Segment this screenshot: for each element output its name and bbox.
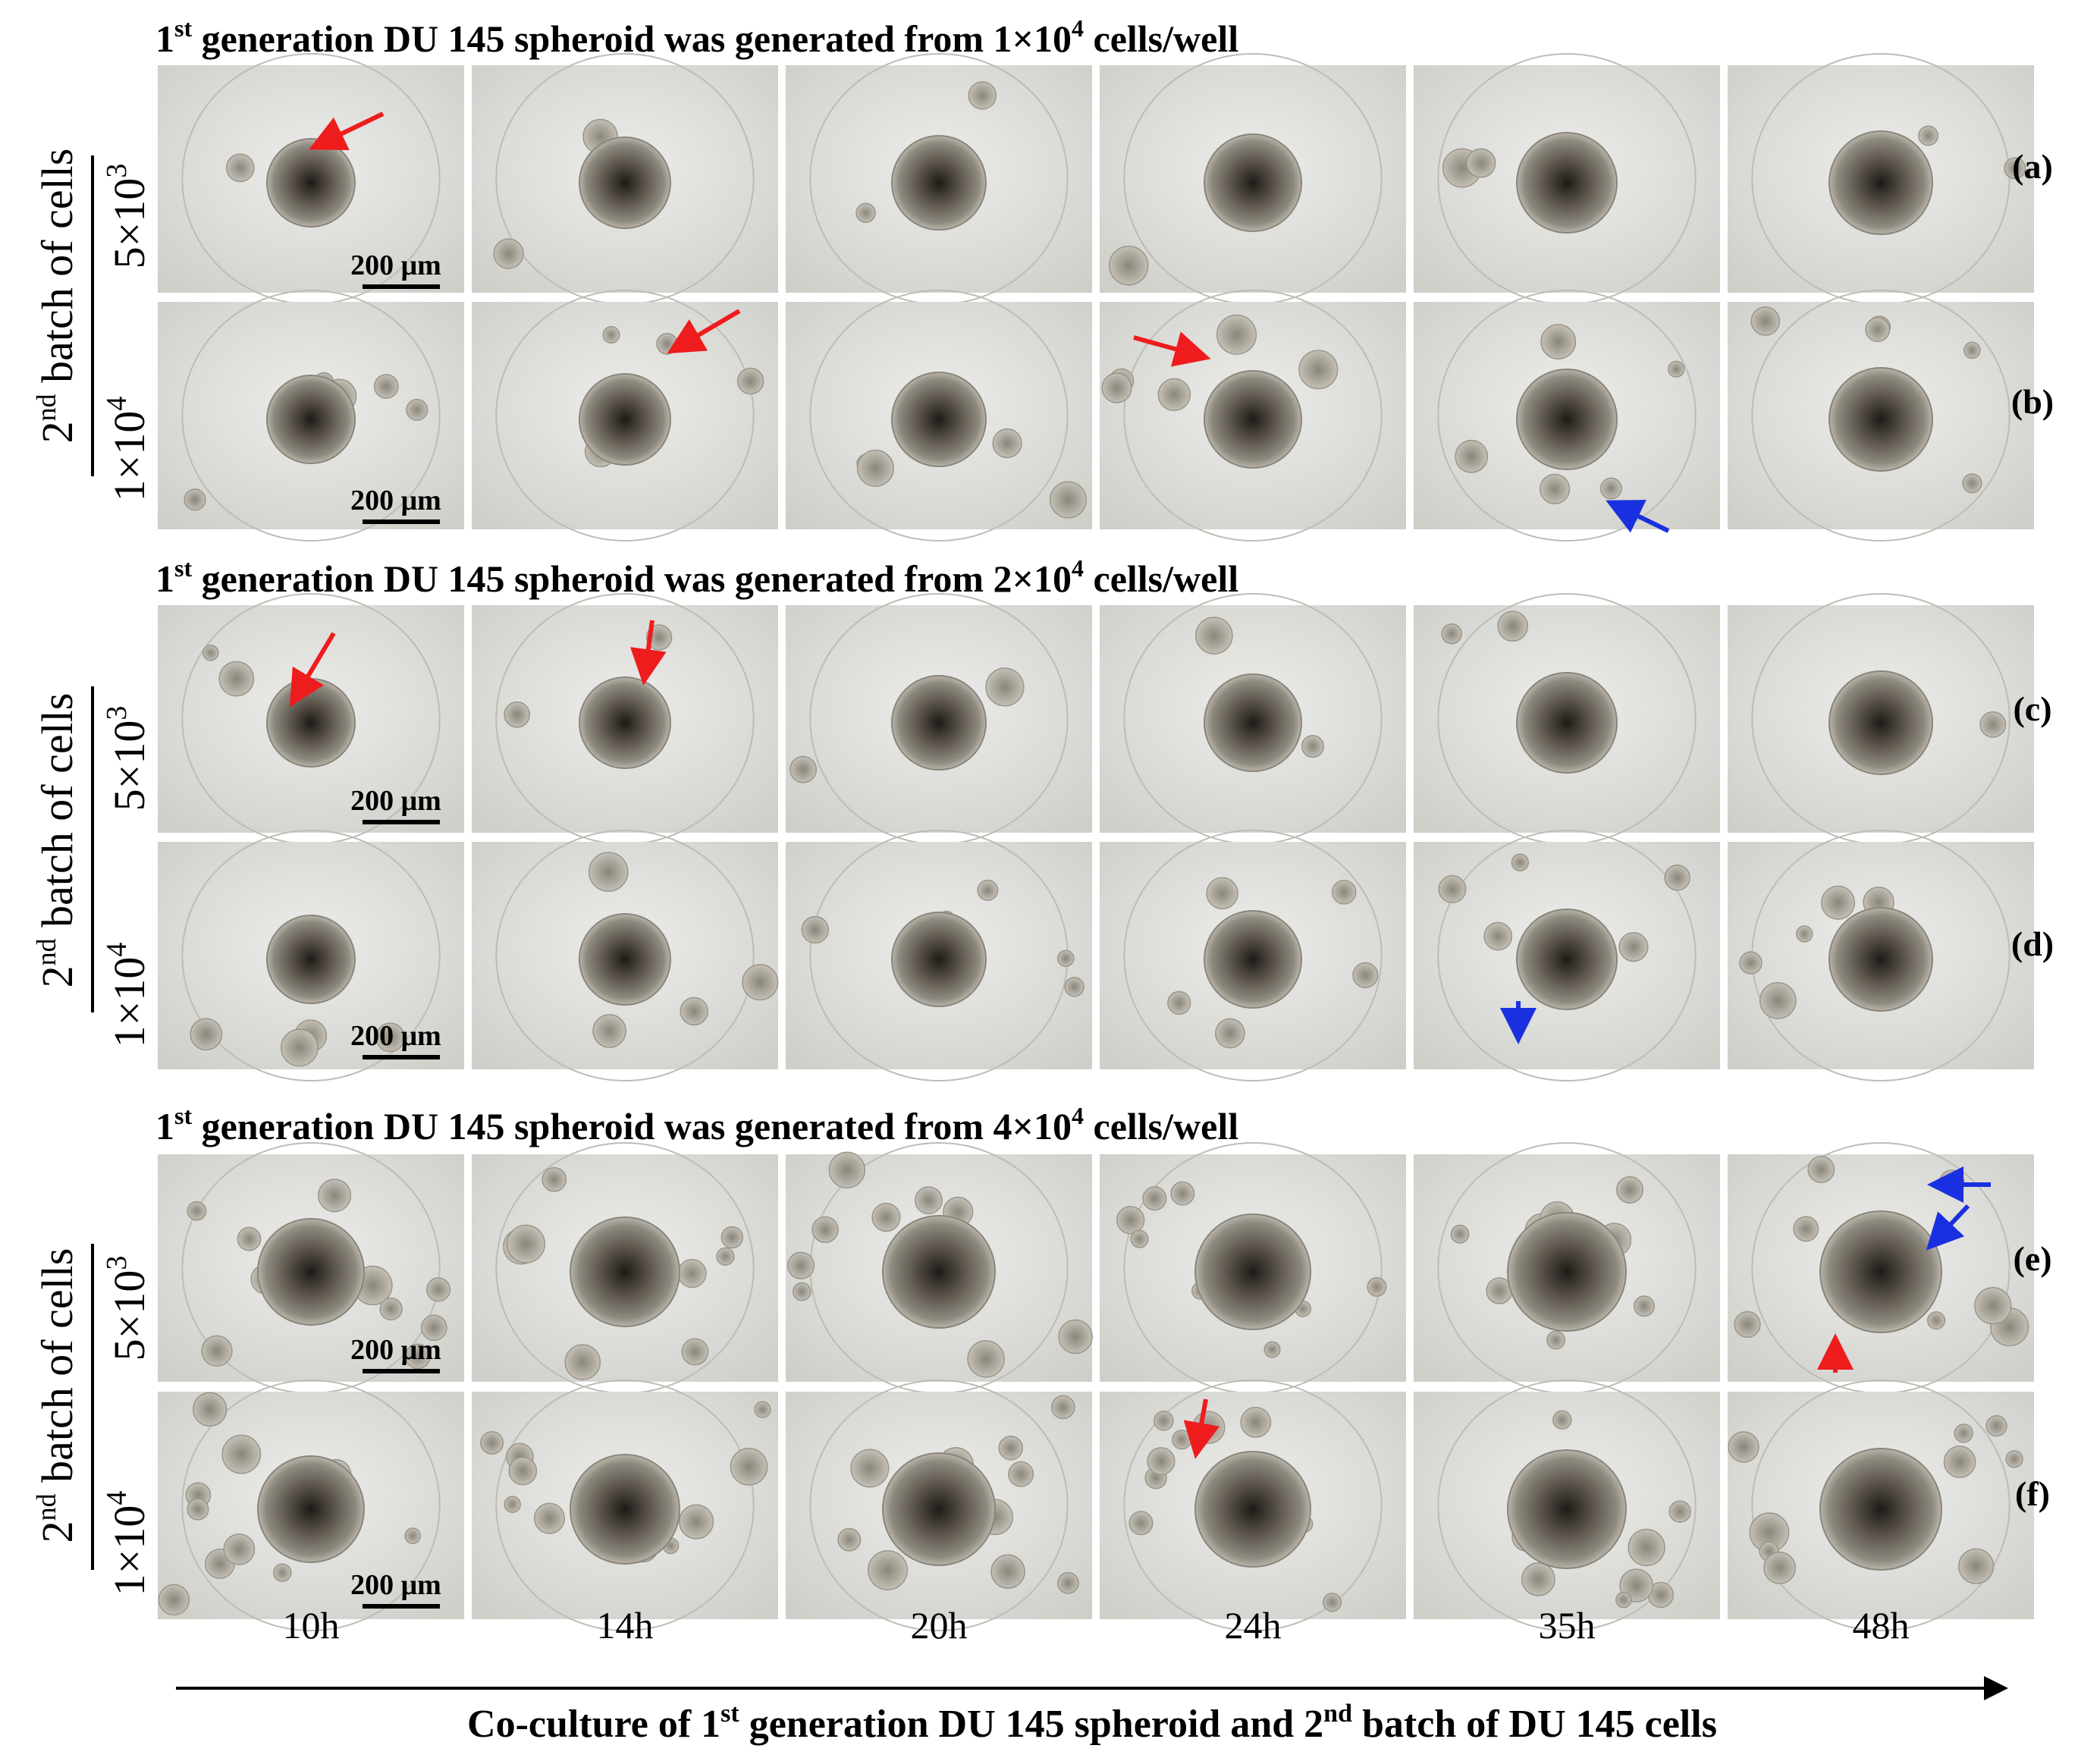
red-arrow <box>667 309 741 354</box>
svg-text:200 μm: 200 μm <box>350 1020 441 1052</box>
panel-letter-e: (e) <box>2013 1239 2051 1278</box>
micrograph-r0-c4 <box>1414 53 1720 305</box>
conc-label-b: 1×104 <box>101 397 154 502</box>
panel-letter-f: (f) <box>2015 1474 2050 1513</box>
micrograph-r1-c3 <box>1100 290 1406 541</box>
svg-text:200 μm: 200 μm <box>350 1569 441 1601</box>
conc-label-a: 5×103 <box>101 164 154 269</box>
red-arrow <box>289 632 336 708</box>
micrograph-r4-c1 <box>472 1142 778 1394</box>
panel-grid <box>158 53 2034 1631</box>
section-title-3: 1st generation DU 145 spheroid was gener… <box>155 1102 1238 1147</box>
conc-label-f: 1×104 <box>101 1491 154 1596</box>
conc-label-e: 5×103 <box>101 1256 154 1361</box>
micrograph-r1-c0 <box>158 290 464 541</box>
micrograph-r0-c1 <box>472 53 778 305</box>
micrograph-r1-c1 <box>472 290 778 541</box>
micrograph-r3-c2 <box>786 830 1092 1081</box>
panel-letter-b: (b) <box>2011 382 2054 421</box>
micrograph-r4-c5 <box>1728 1142 2034 1394</box>
panel-letter-c: (c) <box>2013 689 2051 728</box>
micrograph-r2-c1 <box>472 593 778 845</box>
svg-text:1×104: 1×104 <box>101 943 154 1048</box>
micrograph-r4-c0 <box>158 1142 464 1394</box>
svg-text:5×103: 5×103 <box>101 1256 154 1361</box>
side-label-3: 2nd batch of cells <box>31 1248 82 1543</box>
micrograph-r2-c4 <box>1414 593 1720 845</box>
svg-text:200 μm: 200 μm <box>350 485 441 516</box>
micrograph-r4-c3 <box>1100 1142 1406 1394</box>
side-label-2: 2nd batch of cells <box>31 693 82 988</box>
svg-text:2nd batch of cells: 2nd batch of cells <box>31 693 82 988</box>
svg-text:1×104: 1×104 <box>101 1491 154 1596</box>
micrograph-r1-c2 <box>786 290 1092 541</box>
micrograph-r0-c5 <box>1728 53 2034 305</box>
micrograph-r5-c5 <box>1728 1380 2034 1631</box>
blue-arrow <box>1926 1204 1970 1251</box>
micrograph-r5-c0 <box>158 1380 464 1631</box>
scale-bar-e: 200 μm <box>350 1334 441 1373</box>
scale-bar-a: 200 μm <box>350 250 441 289</box>
conc-label-c: 5×103 <box>101 706 154 811</box>
micrograph-r4-c2 <box>786 1142 1093 1394</box>
micrograph-r2-c2 <box>786 593 1092 845</box>
scale-bar-d: 200 μm <box>350 1020 441 1059</box>
micrograph-r1-c5 <box>1728 290 2034 541</box>
side-label-1: 2nd batch of cells <box>31 149 82 444</box>
time-label-20h: 20h <box>911 1604 968 1646</box>
svg-text:1×104: 1×104 <box>101 397 154 502</box>
scale-bar-f: 200 μm <box>350 1569 441 1609</box>
svg-text:200 μm: 200 μm <box>350 1334 441 1366</box>
time-label-10h: 10h <box>283 1604 340 1646</box>
conc-label-d: 1×104 <box>101 943 154 1048</box>
section-title-2: 1st generation DU 145 spheroid was gener… <box>155 554 1238 600</box>
micrograph-r0-c2 <box>786 53 1092 305</box>
micrograph-r5-c4 <box>1414 1380 1720 1631</box>
svg-text:200 μm: 200 μm <box>350 785 441 817</box>
micrograph-r2-c5 <box>1728 593 2034 845</box>
micrograph-r1-c4 <box>1414 290 1720 541</box>
svg-text:5×103: 5×103 <box>101 706 154 811</box>
micrograph-r0-c0 <box>158 53 464 305</box>
red-arrow <box>1183 1398 1220 1459</box>
micrograph-r5-c1 <box>472 1380 778 1631</box>
micrograph-r2-c0 <box>158 593 464 845</box>
section-title-1: 1st generation DU 145 spheroid was gener… <box>155 14 1238 60</box>
red-arrow <box>1133 331 1211 367</box>
micrograph-r3-c0 <box>158 830 464 1081</box>
time-label-14h: 14h <box>597 1604 654 1646</box>
svg-text:5×103: 5×103 <box>101 164 154 269</box>
micrograph-r3-c3 <box>1100 830 1406 1081</box>
scale-bar-c: 200 μm <box>350 785 441 824</box>
svg-text:2nd batch of cells: 2nd batch of cells <box>31 149 82 444</box>
panel-letter-a: (a) <box>2012 147 2053 186</box>
micrograph-r5-c3 <box>1100 1380 1406 1631</box>
micrograph-r3-c1 <box>472 830 779 1081</box>
micrograph-r2-c3 <box>1100 593 1406 845</box>
time-labels: 10h 14h 20h 24h 35h 48h <box>283 1604 1910 1646</box>
micrograph-r4-c4 <box>1414 1142 1720 1394</box>
blue-arrow <box>1606 500 1670 533</box>
time-label-48h: 48h <box>1853 1604 1910 1646</box>
micrograph-r0-c3 <box>1100 53 1406 305</box>
x-axis-title: Co-culture of 1st generation DU 145 sphe… <box>467 1700 1717 1746</box>
scale-bar-b: 200 μm <box>350 485 441 524</box>
time-label-35h: 35h <box>1539 1604 1596 1646</box>
micrograph-r5-c2 <box>786 1380 1092 1631</box>
panel-letter-d: (d) <box>2011 924 2054 963</box>
time-label-24h: 24h <box>1225 1604 1282 1646</box>
red-arrow <box>309 111 385 150</box>
svg-text:200 μm: 200 μm <box>350 250 441 281</box>
micrograph-r3-c5 <box>1728 830 2034 1081</box>
red-arrow <box>630 620 667 686</box>
svg-text:2nd batch of cells: 2nd batch of cells <box>31 1248 82 1543</box>
micrograph-r3-c4 <box>1414 830 1720 1081</box>
